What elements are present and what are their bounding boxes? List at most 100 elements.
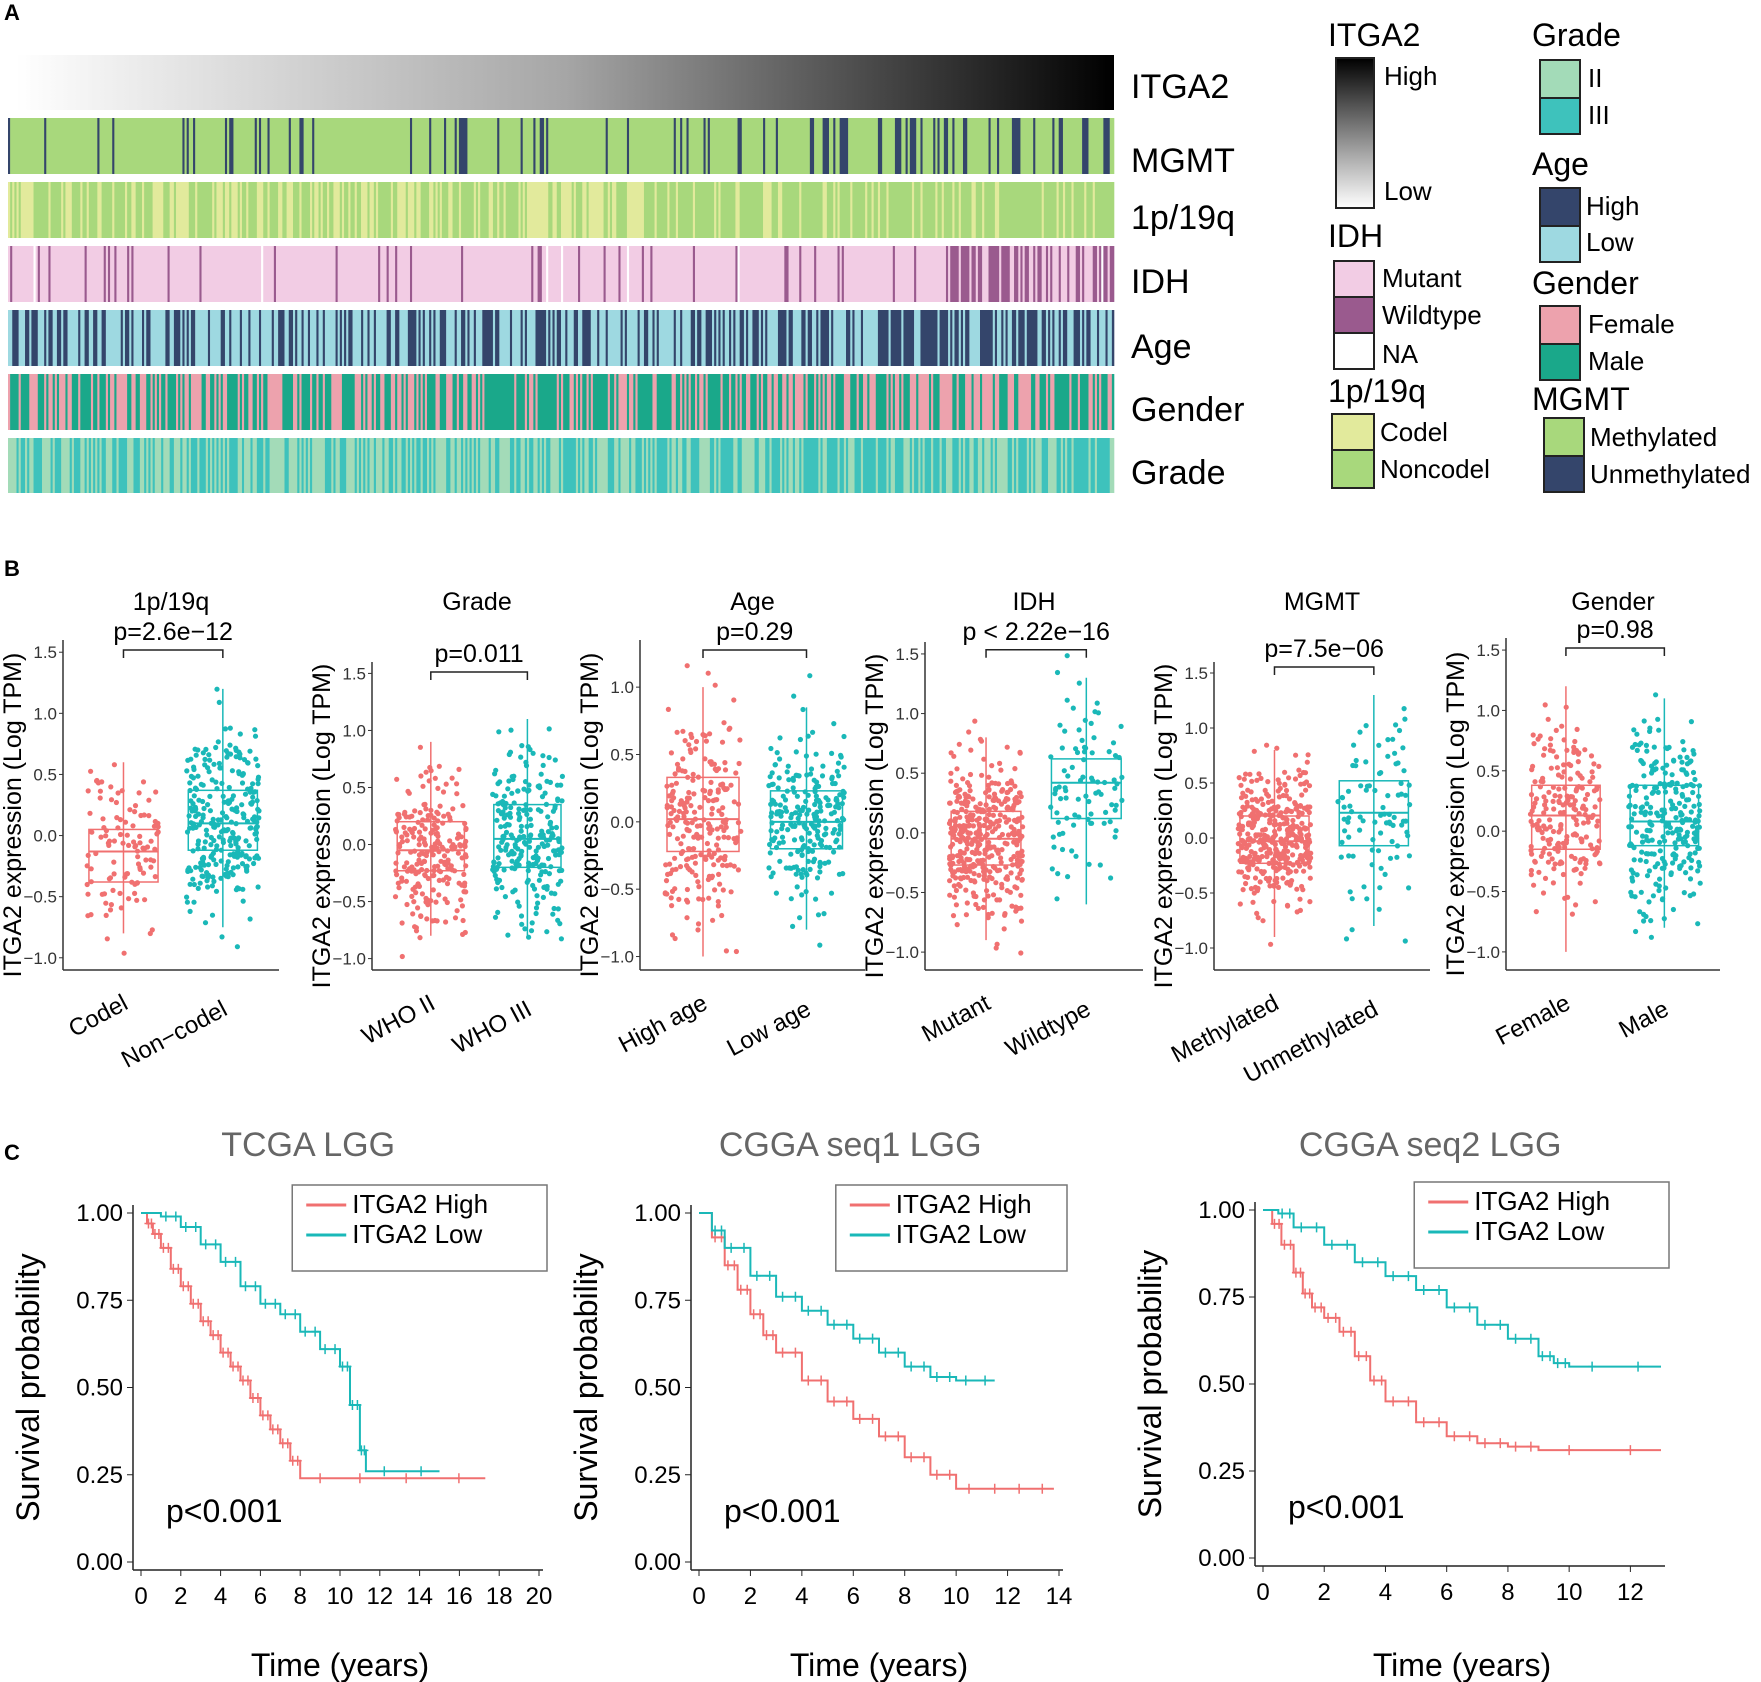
data-point bbox=[1012, 884, 1018, 890]
heatmap-cell bbox=[877, 310, 889, 366]
data-point bbox=[1240, 887, 1246, 893]
data-point bbox=[190, 876, 196, 882]
heatmap-cell bbox=[392, 182, 398, 238]
data-point bbox=[721, 834, 727, 840]
heatmap-cell bbox=[492, 182, 498, 238]
data-point bbox=[785, 827, 791, 833]
heatmap-cell bbox=[131, 374, 136, 430]
heatmap-cell bbox=[1056, 438, 1062, 493]
heatmap-cell bbox=[390, 310, 396, 366]
data-point bbox=[152, 846, 158, 852]
heatmap-cell bbox=[220, 374, 224, 430]
heatmap-cell bbox=[882, 118, 896, 174]
data-point bbox=[152, 818, 158, 825]
legend-itga2-title: ITGA2 bbox=[1328, 17, 1420, 53]
data-point bbox=[1119, 797, 1125, 804]
heatmap-cell bbox=[1035, 246, 1038, 302]
heatmap-cell bbox=[977, 438, 983, 493]
heatmap-cell bbox=[48, 246, 51, 302]
track-label-grade: Grade bbox=[1131, 454, 1226, 492]
data-point bbox=[774, 750, 780, 756]
data-point bbox=[533, 848, 539, 854]
heatmap-cell bbox=[816, 310, 819, 366]
data-point bbox=[767, 850, 773, 856]
data-point bbox=[669, 782, 675, 788]
data-point bbox=[1018, 892, 1024, 898]
data-point bbox=[1008, 870, 1014, 876]
data-point bbox=[1668, 871, 1674, 878]
data-point bbox=[555, 906, 561, 912]
data-point bbox=[1684, 754, 1690, 761]
data-point bbox=[495, 801, 501, 807]
heatmap-cell bbox=[820, 310, 830, 366]
heatmap-cell bbox=[695, 310, 698, 366]
censor-mark bbox=[981, 1375, 990, 1386]
heatmap-cell bbox=[475, 310, 483, 366]
data-point bbox=[99, 891, 105, 897]
heatmap-cell bbox=[1062, 182, 1066, 238]
y-tick-label: 0.5 bbox=[342, 778, 366, 797]
censor-mark bbox=[331, 1344, 340, 1355]
data-point bbox=[506, 751, 512, 758]
data-point bbox=[1641, 918, 1647, 924]
data-point bbox=[246, 856, 252, 862]
data-point bbox=[799, 852, 805, 859]
heatmap-cell bbox=[88, 310, 94, 366]
data-point bbox=[1651, 744, 1657, 750]
legend-itga2-low: Low bbox=[1384, 176, 1432, 206]
data-point bbox=[821, 911, 827, 917]
heatmap-cell bbox=[920, 438, 923, 493]
heatmap-cell bbox=[567, 310, 575, 366]
heatmap-cell bbox=[890, 310, 902, 366]
heatmap-cell bbox=[184, 374, 190, 430]
heatmap-cell bbox=[284, 310, 290, 366]
data-point bbox=[236, 771, 242, 777]
heatmap-cell bbox=[739, 374, 743, 430]
data-point bbox=[137, 833, 143, 840]
heatmap-cell bbox=[380, 246, 387, 302]
heatmap-cell bbox=[952, 118, 955, 174]
data-point bbox=[837, 826, 843, 833]
km-legend bbox=[1413, 1181, 1670, 1269]
data-point bbox=[1594, 784, 1600, 790]
heatmap-cell bbox=[875, 374, 887, 430]
data-point bbox=[1697, 880, 1703, 886]
data-point bbox=[515, 846, 521, 852]
y-tick-label: 1.0 bbox=[610, 678, 634, 697]
data-point bbox=[414, 861, 420, 867]
data-point bbox=[250, 781, 256, 787]
heatmap-cell bbox=[16, 182, 19, 238]
heatmap-cell bbox=[86, 246, 105, 302]
data-point bbox=[192, 785, 199, 791]
heatmap-cell bbox=[888, 438, 891, 493]
data-point bbox=[526, 860, 532, 866]
data-point bbox=[1002, 840, 1008, 846]
data-point bbox=[1535, 736, 1541, 742]
data-point bbox=[1249, 778, 1255, 784]
data-point bbox=[252, 733, 259, 739]
data-point bbox=[712, 887, 718, 893]
heatmap-cell bbox=[258, 118, 262, 174]
data-point bbox=[836, 844, 843, 850]
data-point bbox=[837, 792, 843, 798]
heatmap-cell bbox=[561, 374, 564, 430]
data-point bbox=[220, 793, 226, 799]
heatmap-cell bbox=[427, 374, 436, 430]
data-point bbox=[1389, 838, 1395, 845]
data-point bbox=[1019, 848, 1025, 854]
data-point bbox=[454, 791, 460, 797]
data-point bbox=[548, 864, 554, 870]
heatmap-cell bbox=[782, 438, 785, 493]
censor-mark bbox=[1305, 1288, 1314, 1299]
data-point bbox=[791, 837, 798, 843]
heatmap-cell bbox=[46, 118, 98, 174]
data-point bbox=[421, 858, 428, 865]
heatmap-cell bbox=[135, 374, 141, 430]
data-point bbox=[1591, 761, 1597, 767]
data-point bbox=[1255, 857, 1261, 863]
data-point bbox=[1672, 856, 1678, 862]
heatmap-cell bbox=[1052, 310, 1055, 366]
censor-mark bbox=[154, 1228, 163, 1239]
data-point bbox=[828, 890, 835, 896]
data-point bbox=[1274, 745, 1280, 751]
